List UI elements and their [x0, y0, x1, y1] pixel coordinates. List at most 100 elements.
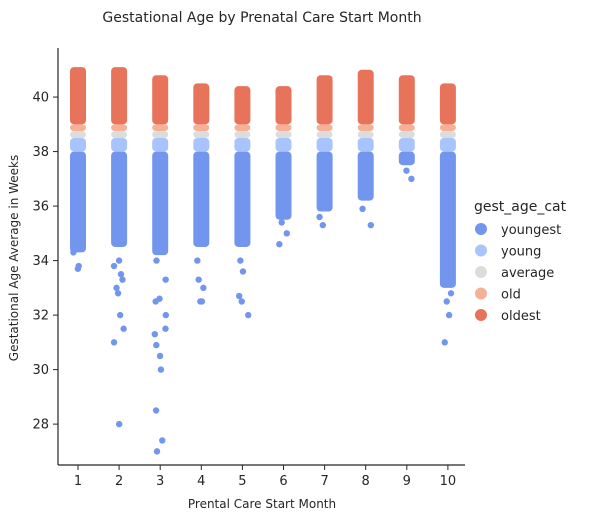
x-tick-label: 9 — [403, 474, 411, 489]
band-old — [70, 124, 86, 131]
x-tick-label: 1 — [74, 474, 82, 489]
legend-label-old: old — [501, 288, 521, 303]
band-old — [358, 124, 374, 131]
band-youngest — [234, 152, 250, 247]
band-old — [276, 124, 292, 131]
x-tick-label: 2 — [115, 474, 123, 489]
y-tick-label: 34 — [32, 254, 49, 269]
band-average — [399, 131, 415, 138]
point-youngest — [159, 437, 165, 443]
point-youngest — [120, 326, 126, 332]
point-youngest — [442, 339, 448, 345]
band-young — [399, 138, 415, 152]
point-youngest — [199, 298, 205, 304]
y-ticks: 28303234363840 — [32, 91, 58, 433]
data-points — [70, 167, 454, 454]
legend-marker-young — [475, 245, 487, 257]
point-youngest — [72, 241, 78, 247]
band-young — [440, 138, 456, 152]
point-youngest — [444, 298, 450, 304]
band-oldest — [358, 70, 374, 125]
band-young — [317, 138, 333, 152]
point-youngest — [157, 353, 163, 359]
band-average — [152, 131, 168, 138]
point-youngest — [116, 421, 122, 427]
point-youngest — [111, 263, 117, 269]
band-youngest — [276, 152, 292, 220]
point-youngest — [163, 312, 169, 318]
legend-label-youngest: youngest — [501, 223, 561, 238]
band-old — [111, 124, 127, 131]
chart-title: Gestational Age by Prenatal Care Start M… — [102, 10, 421, 26]
y-tick-label: 38 — [32, 145, 49, 160]
x-tick-label: 6 — [279, 474, 287, 489]
band-youngest — [440, 152, 456, 288]
point-youngest — [115, 290, 121, 296]
point-youngest — [316, 214, 322, 220]
legend: gest_age_cat youngestyoungaverageoldolde… — [474, 199, 567, 324]
band-average — [440, 131, 456, 138]
point-youngest — [320, 222, 326, 228]
x-axis-label: Prental Care Start Month — [188, 497, 336, 511]
point-youngest — [279, 219, 285, 225]
legend-label-oldest: oldest — [501, 309, 541, 324]
point-youngest — [162, 326, 168, 332]
point-youngest — [158, 366, 164, 372]
point-youngest — [195, 276, 201, 282]
band-average — [276, 131, 292, 138]
band-oldest — [193, 83, 209, 124]
legend-marker-average — [475, 266, 487, 278]
band-youngest — [358, 152, 374, 201]
band-young — [152, 138, 168, 152]
band-average — [234, 131, 250, 138]
point-youngest — [240, 268, 246, 274]
x-tick-label: 3 — [156, 474, 164, 489]
band-young — [193, 138, 209, 152]
point-youngest — [117, 312, 123, 318]
legend-marker-old — [475, 288, 487, 300]
point-youngest — [194, 257, 200, 263]
band-oldest — [399, 75, 415, 124]
band-old — [399, 124, 415, 131]
legend-marker-youngest — [475, 223, 487, 235]
y-tick-label: 40 — [32, 91, 49, 106]
point-youngest — [359, 206, 365, 212]
band-average — [111, 131, 127, 138]
x-tick-label: 10 — [440, 474, 457, 489]
y-axis-label: Gestational Age Average in Weeks — [7, 155, 21, 361]
point-youngest — [113, 285, 119, 291]
band-average — [358, 131, 374, 138]
band-old — [317, 124, 333, 131]
band-oldest — [276, 86, 292, 124]
band-young — [111, 138, 127, 152]
point-youngest — [153, 342, 159, 348]
x-tick-label: 8 — [362, 474, 370, 489]
legend-label-average: average — [501, 266, 554, 281]
point-youngest — [153, 257, 159, 263]
band-oldest — [70, 67, 86, 124]
band-oldest — [317, 75, 333, 124]
x-ticks: 1 2 3 4 5 6 7 8 9 10 — [74, 465, 456, 489]
legend-marker-oldest — [475, 309, 487, 321]
point-youngest — [70, 249, 76, 255]
band-oldest — [111, 67, 127, 124]
band-old — [193, 124, 209, 131]
point-youngest — [76, 263, 82, 269]
x-tick-label: 5 — [238, 474, 246, 489]
y-tick-label: 30 — [32, 363, 49, 378]
band-young — [276, 138, 292, 152]
point-youngest — [403, 167, 409, 173]
legend-label-young: young — [501, 245, 541, 260]
point-youngest — [284, 230, 290, 236]
band-average — [70, 131, 86, 138]
x-tick-label: 7 — [320, 474, 328, 489]
band-youngest — [111, 152, 127, 247]
point-youngest — [368, 222, 374, 228]
band-youngest — [193, 152, 209, 247]
band-young — [358, 138, 374, 152]
x-tick-label: 4 — [197, 474, 205, 489]
point-youngest — [276, 241, 282, 247]
point-youngest — [236, 293, 242, 299]
point-youngest — [74, 236, 80, 242]
